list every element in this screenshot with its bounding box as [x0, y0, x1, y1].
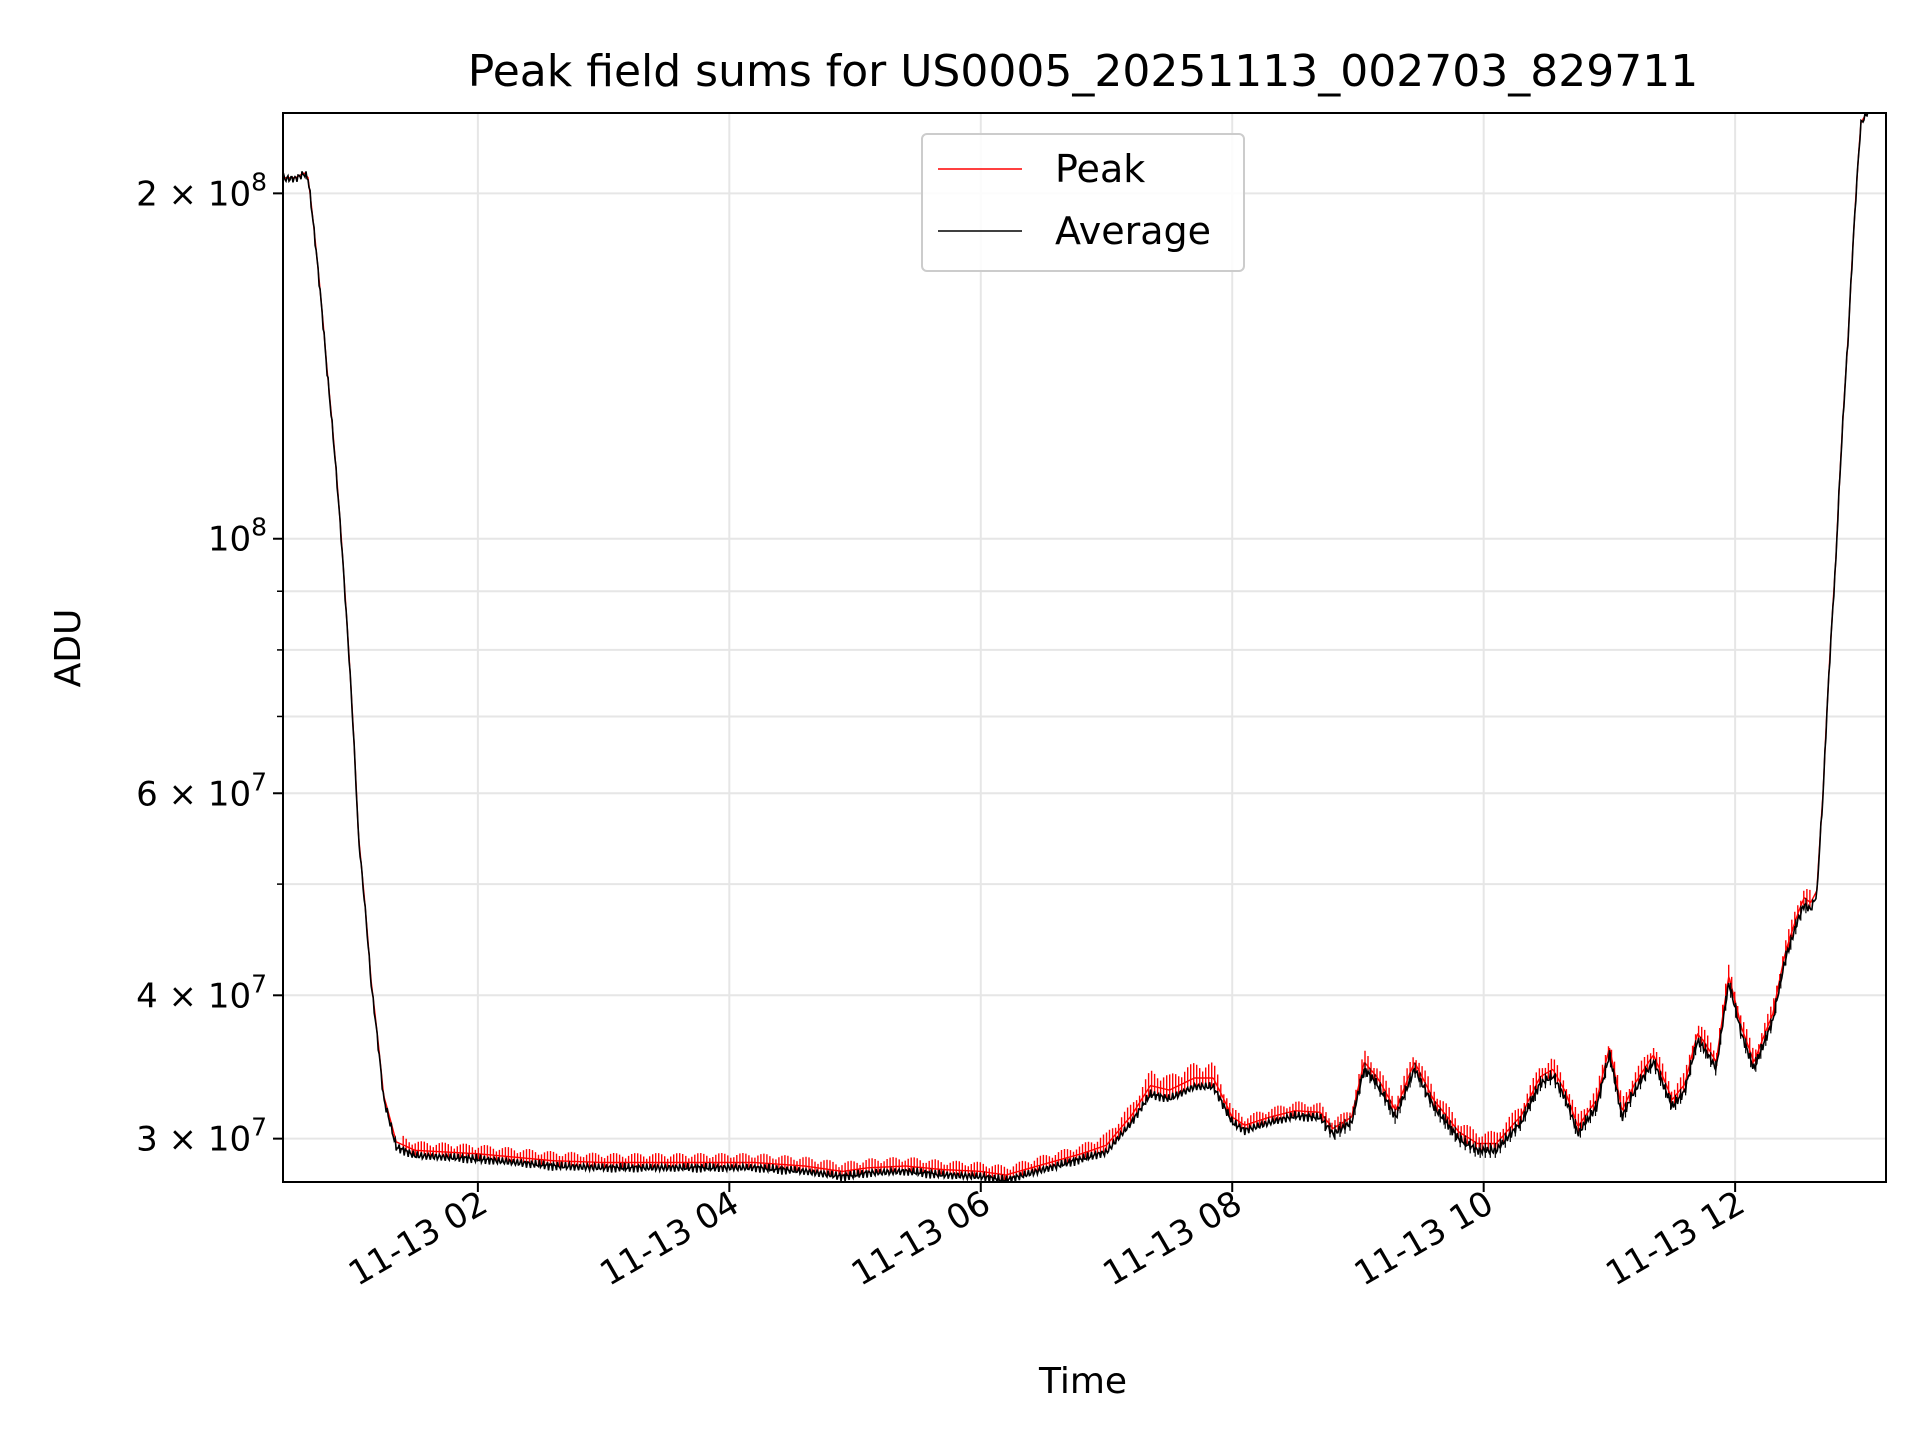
y-tick-label-base: 10 [208, 520, 251, 560]
legend-label-peak: Peak [1055, 147, 1145, 191]
y-tick-label: 108 [208, 513, 267, 560]
series-layer [283, 113, 1869, 1182]
chart-title: Peak field sums for US0005_20251113_0027… [468, 46, 1698, 97]
legend-label-average: Average [1055, 209, 1211, 253]
y-tick-label-base: 4 × 10 [136, 976, 251, 1016]
y-tick-label-exponent: 8 [251, 513, 267, 542]
y-tick-label-exponent: 7 [251, 1113, 267, 1142]
series-line-average [283, 113, 1869, 1182]
legend[interactable]: Peak Average [921, 133, 1245, 272]
y-tick-label: 6 × 107 [136, 767, 267, 814]
y-tick-label-base: 2 × 10 [136, 174, 251, 214]
plot-frame [282, 112, 1887, 1183]
y-tick-label-exponent: 7 [251, 767, 267, 796]
y-tick-label: 2 × 108 [136, 167, 267, 214]
y-tick-label-exponent: 8 [251, 167, 267, 196]
y-tick-label-exponent: 7 [251, 969, 267, 998]
y-tick-label: 3 × 107 [136, 1113, 267, 1160]
series-line-peak [283, 113, 1868, 1176]
y-tick-label: 4 × 107 [136, 969, 267, 1016]
x-axis-label: Time [1038, 1361, 1127, 1402]
y-tick-label-base: 6 × 10 [136, 774, 251, 814]
y-tick-label-base: 3 × 10 [136, 1120, 251, 1160]
y-axis-label: ADU [48, 609, 89, 688]
